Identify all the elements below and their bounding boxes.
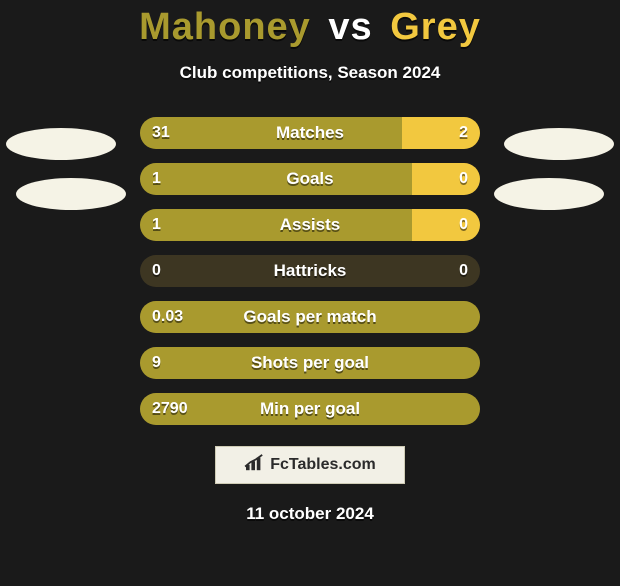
stat-value-left: 9 <box>152 347 161 379</box>
stat-value-left: 1 <box>152 163 161 195</box>
stat-bar-track: Assists <box>140 209 480 241</box>
brand-text: FcTables.com <box>270 456 376 474</box>
stat-bar-left <box>140 117 402 149</box>
stat-bar-track: Hattricks <box>140 255 480 287</box>
stat-bar-track: Goals per match <box>140 301 480 333</box>
stat-bar-left <box>140 209 412 241</box>
vs-label: vs <box>328 6 372 48</box>
stat-label: Hattricks <box>140 255 480 287</box>
stat-bar-right <box>412 209 480 241</box>
stat-value-left: 0.03 <box>152 301 183 333</box>
stat-value-right: 2 <box>459 117 468 149</box>
stat-bar-left <box>140 347 480 379</box>
stat-bar-track: Matches <box>140 117 480 149</box>
chart-icon <box>244 454 266 477</box>
stat-row: Assists1 0 <box>0 209 620 241</box>
stat-bar-track: Shots per goal <box>140 347 480 379</box>
stat-row: Shots per goal9 <box>0 347 620 379</box>
stat-value-right: 0 <box>459 163 468 195</box>
stat-bar-left <box>140 393 480 425</box>
stat-bar-left <box>140 163 412 195</box>
stat-bar-left <box>140 301 480 333</box>
stat-row: Goals per match0.03 <box>0 301 620 333</box>
player2-name: Grey <box>390 6 481 48</box>
stat-bar-track: Goals <box>140 163 480 195</box>
stat-value-left: 1 <box>152 209 161 241</box>
stat-value-right: 0 <box>459 255 468 287</box>
stat-row: Goals1 0 <box>0 163 620 195</box>
comparison-title: Mahoney vs Grey <box>0 6 620 49</box>
brand-badge: FcTables.com <box>215 446 405 484</box>
stat-value-right: 0 <box>459 209 468 241</box>
stat-rows: Matches312Goals10Assists10Hattricks00Goa… <box>0 117 620 425</box>
stat-row: Hattricks0 0 <box>0 255 620 287</box>
stat-row: Matches31 2 <box>0 117 620 149</box>
date-label: 11 october 2024 <box>0 504 620 524</box>
stat-bar-right <box>402 117 480 149</box>
stat-bar-right <box>412 163 480 195</box>
subtitle: Club competitions, Season 2024 <box>0 63 620 83</box>
player1-name: Mahoney <box>139 6 311 48</box>
stat-row: Min per goal2790 <box>0 393 620 425</box>
stat-bar-track: Min per goal <box>140 393 480 425</box>
stat-value-left: 0 <box>152 255 161 287</box>
stat-value-left: 31 <box>152 117 170 149</box>
stat-value-left: 2790 <box>152 393 188 425</box>
